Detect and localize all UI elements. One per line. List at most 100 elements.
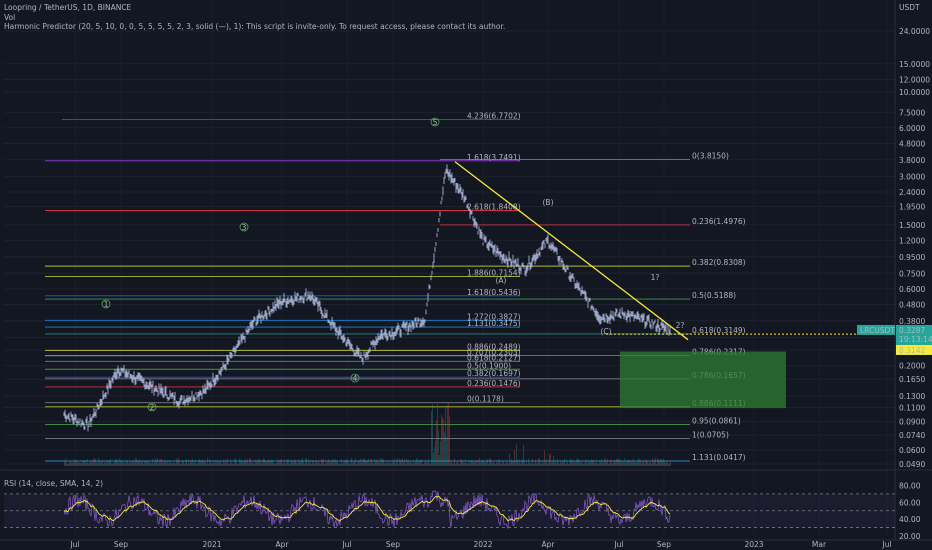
volume-bar xyxy=(541,463,542,466)
volume-bar xyxy=(187,463,188,466)
volume-bar xyxy=(531,462,532,466)
price-axis-label: 10.0000 xyxy=(899,88,930,97)
time-axis-label: Sep xyxy=(657,540,671,549)
volume-bar xyxy=(557,458,558,466)
volume-bar xyxy=(538,458,539,466)
volume-bar xyxy=(335,458,336,466)
volume-bar xyxy=(121,461,122,466)
rsi-axis-label: 40.00 xyxy=(899,515,921,524)
volume-bar xyxy=(584,462,585,466)
wave-label: 3 xyxy=(242,223,247,232)
volume-bar xyxy=(294,461,295,466)
fib-level-label: 4.236(6.7702) xyxy=(467,111,521,120)
volume-bar xyxy=(665,462,666,466)
time-axis-label: Jul xyxy=(341,540,351,549)
volume-bar xyxy=(291,459,292,466)
volume-bar xyxy=(354,461,355,466)
volume-bar xyxy=(384,462,385,466)
fib-level-label: 0(0.1178) xyxy=(467,395,504,404)
wave-label-circle xyxy=(239,222,249,232)
chart-legend: Loopring / TetherUS, 1D, BINANCE Vol Har… xyxy=(4,3,505,32)
volume-bar xyxy=(133,460,134,466)
volume-bar xyxy=(627,460,628,466)
volume-bar xyxy=(573,461,574,466)
volume-bar xyxy=(385,463,386,466)
volume-label[interactable]: Vol xyxy=(4,12,16,22)
volume-bar xyxy=(245,458,246,466)
volume-bar xyxy=(525,463,526,466)
volume-bar xyxy=(198,459,199,466)
volume-bar xyxy=(630,459,631,466)
time-axis-label: 2022 xyxy=(473,540,492,549)
volume-bar xyxy=(321,459,322,466)
fib-level-label: 0.5(0.5188) xyxy=(692,291,736,300)
volume-bar xyxy=(445,406,446,466)
volume-bar xyxy=(391,462,392,466)
volume-bar xyxy=(393,461,394,466)
volume-bar xyxy=(657,458,658,466)
volume-bar xyxy=(548,461,549,466)
time-axis-label: Sep xyxy=(386,540,400,549)
volume-bar xyxy=(348,460,349,466)
volume-bar xyxy=(189,463,190,466)
volume-bar xyxy=(173,462,174,466)
volume-bar xyxy=(356,463,357,466)
volume-bar xyxy=(431,411,432,466)
time-axis-label: Jul xyxy=(69,540,79,549)
volume-bar xyxy=(195,460,196,466)
volume-bar xyxy=(645,459,646,466)
volume-bar xyxy=(552,460,553,466)
volume-bar xyxy=(251,461,252,466)
volume-bar xyxy=(74,458,75,466)
volume-bar xyxy=(171,463,172,466)
volume-bar xyxy=(373,463,374,466)
volume-bar xyxy=(375,461,376,466)
symbol-title[interactable]: Loopring / TetherUS, 1D, BINANCE xyxy=(4,3,132,12)
volume-bar xyxy=(555,461,556,466)
volume-bar xyxy=(452,463,453,466)
volume-bar xyxy=(279,460,280,466)
price-axis-label: 2.4000 xyxy=(899,188,925,197)
price-axis-label: 0.6000 xyxy=(899,285,925,294)
volume-bar xyxy=(492,462,493,466)
volume-bar xyxy=(343,461,344,466)
volume-bar xyxy=(208,463,209,466)
volume-bar xyxy=(99,461,100,466)
price-axis-label: 1.2000 xyxy=(899,236,925,245)
target-price-text: 0.3142 xyxy=(899,346,925,355)
volume-bar xyxy=(84,460,85,466)
volume-bar xyxy=(314,463,315,466)
volume-bar xyxy=(116,459,117,466)
volume-bar xyxy=(95,459,96,466)
volume-bar xyxy=(119,458,120,466)
volume-bar xyxy=(437,403,438,466)
fib-level-label: 0.707(0.2303) xyxy=(467,348,521,357)
volume-bar xyxy=(511,459,512,466)
indicator-label[interactable]: Harmonic Predictor (20, 5, 10, 0, 0, 5, … xyxy=(4,22,506,31)
volume-bar xyxy=(523,444,524,466)
volume-bar xyxy=(435,440,436,466)
volume-bar xyxy=(223,460,224,466)
volume-bar xyxy=(628,459,629,466)
volume-bar xyxy=(611,460,612,466)
volume-bar xyxy=(352,462,353,466)
volume-bar xyxy=(516,444,517,466)
volume-bar xyxy=(132,461,133,466)
volume-bar xyxy=(580,462,581,466)
volume-bar xyxy=(374,458,375,466)
volume-bar xyxy=(138,460,139,466)
volume-bar xyxy=(161,458,162,466)
volume-bar xyxy=(153,463,154,466)
volume-bar xyxy=(540,462,541,466)
volume-bar xyxy=(587,463,588,466)
volume-bar xyxy=(594,460,595,466)
volume-bar xyxy=(592,459,593,466)
volume-bar xyxy=(550,454,551,466)
price-axis-label: 1.5000 xyxy=(899,221,925,230)
volume-bar xyxy=(328,459,329,466)
volume-bar xyxy=(483,461,484,466)
volume-bar xyxy=(519,459,520,466)
time-axis-label: Apr xyxy=(542,540,556,549)
fib-level-label: 0(3.8150) xyxy=(692,152,729,161)
